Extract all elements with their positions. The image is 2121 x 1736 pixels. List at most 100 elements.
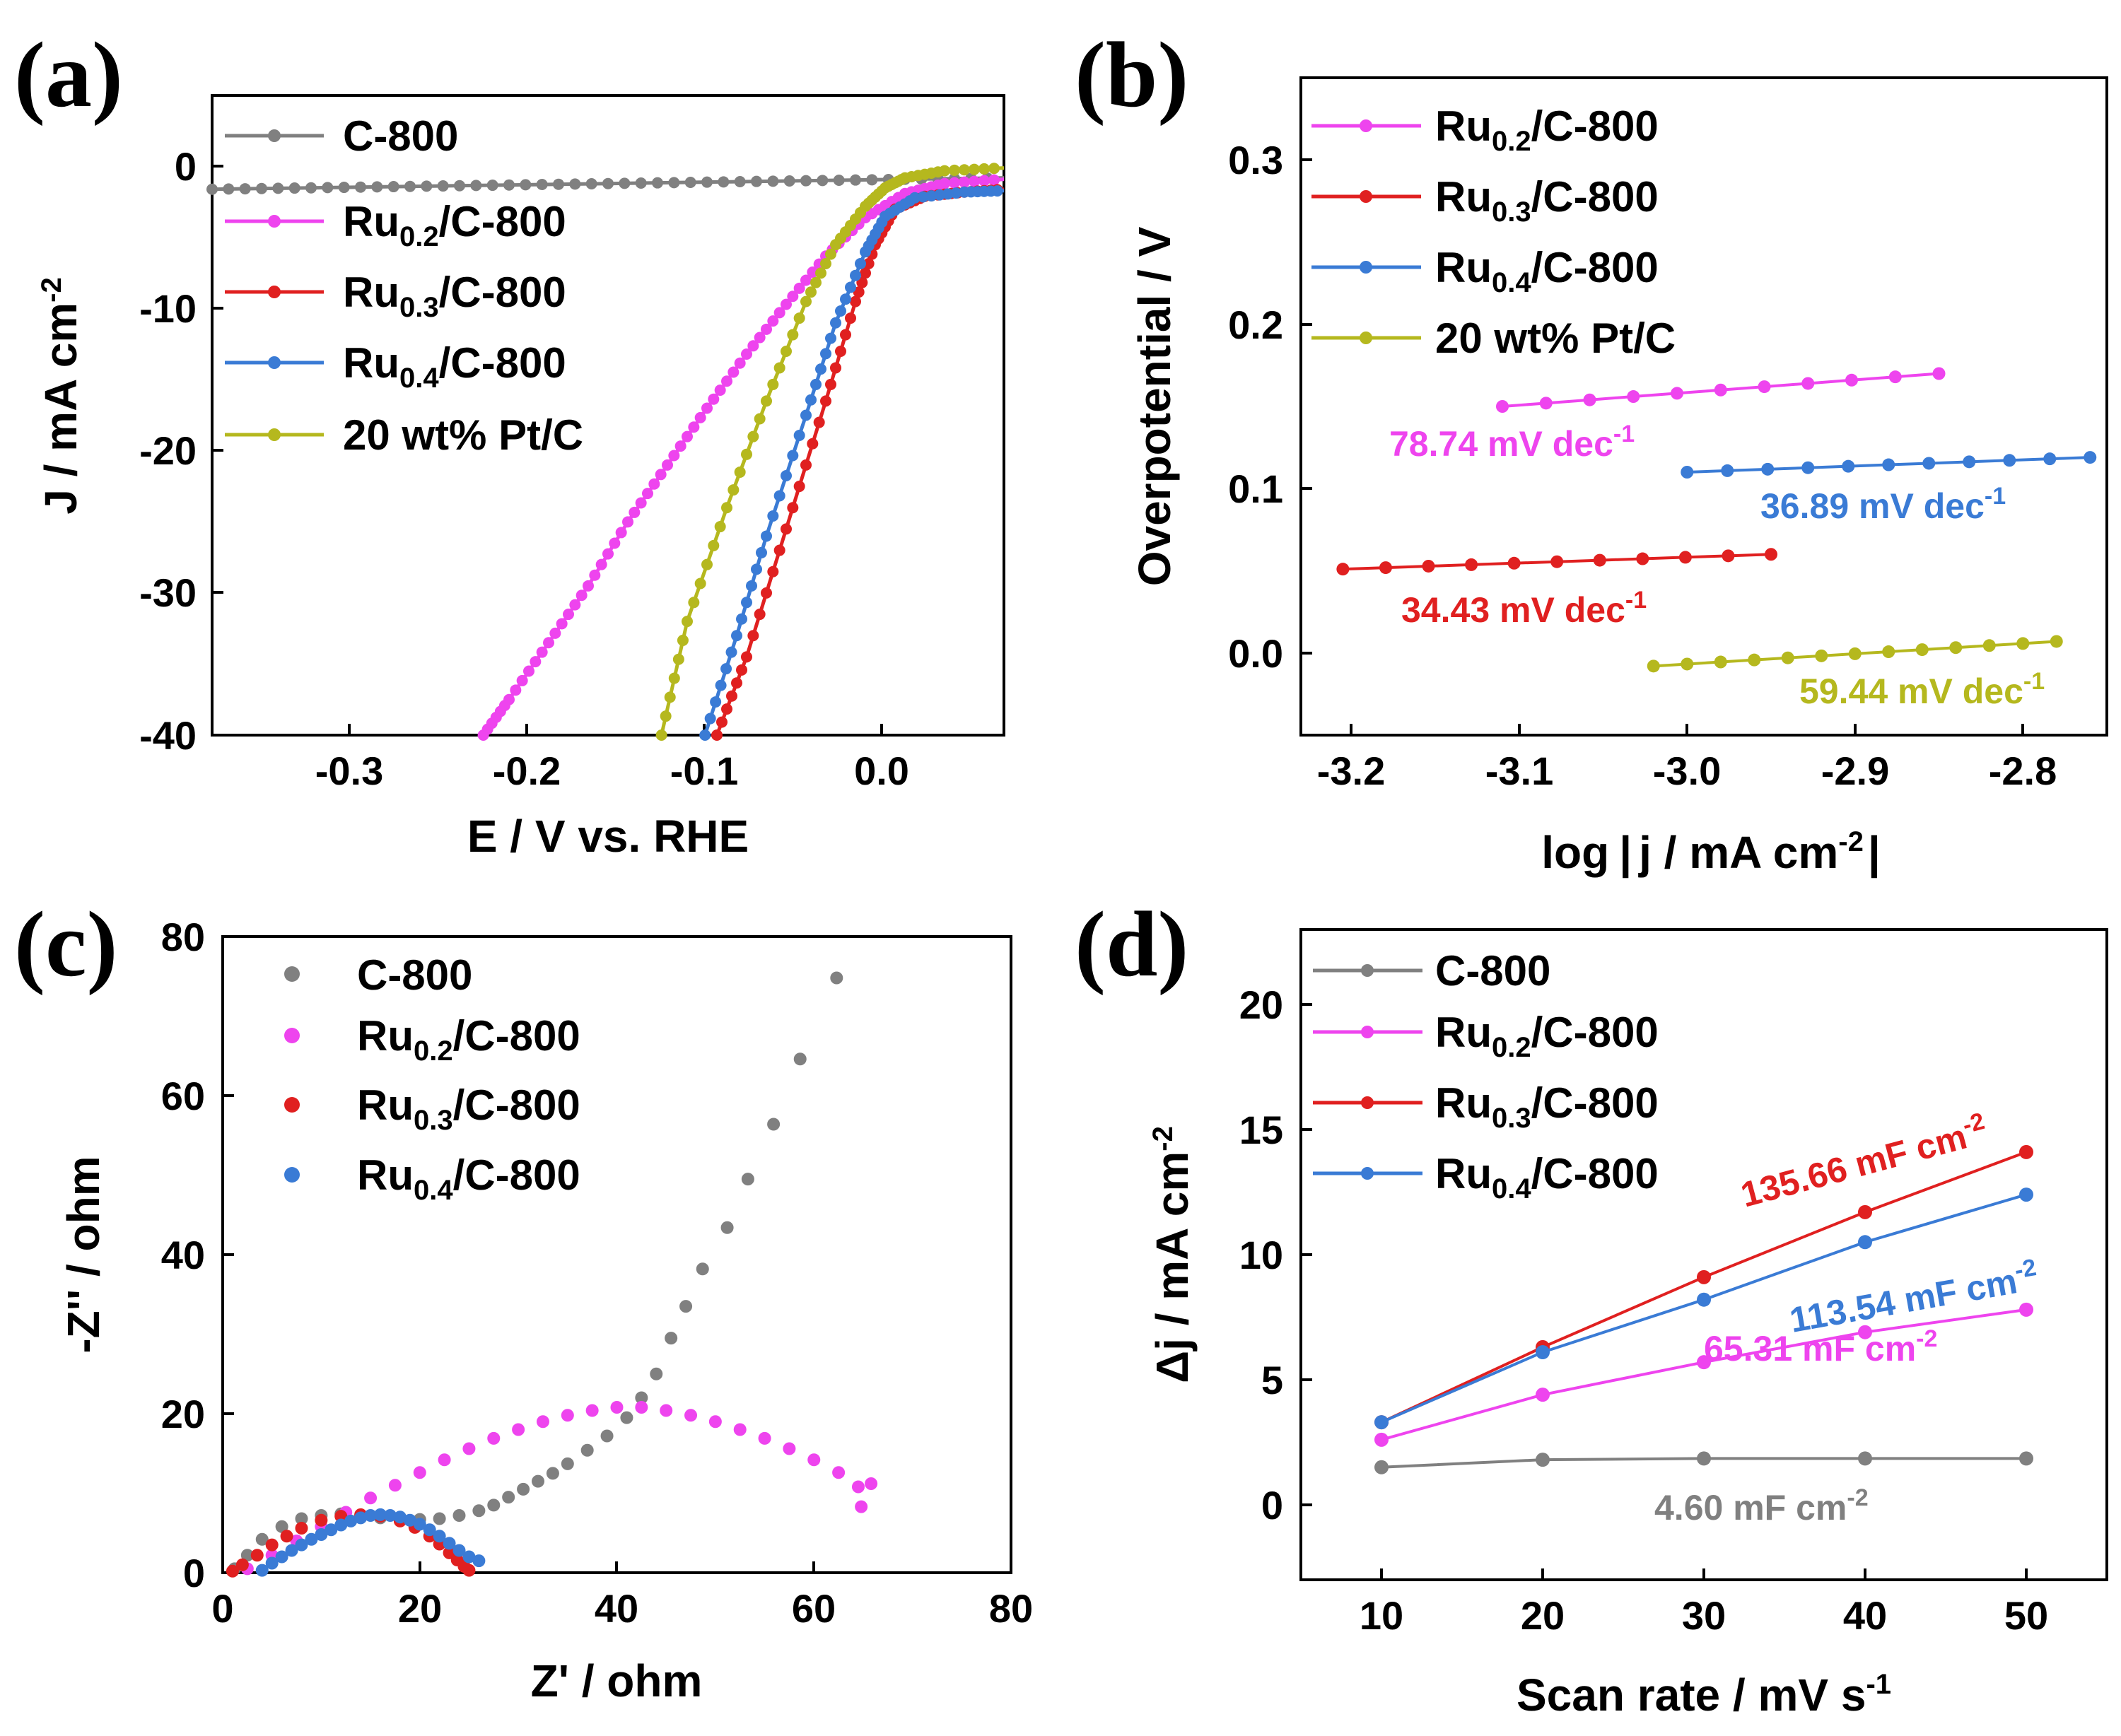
legend-entry-pt-c: 20 wt% Pt/C: [1311, 315, 1676, 362]
panel-a-ytick-label: -20: [139, 428, 197, 473]
data-point: [674, 440, 686, 452]
data-point: [731, 677, 742, 689]
panel-d-legend: C-800 Ru0.2/C-800 Ru0.3/C-800 Ru0.4/C-80…: [1313, 947, 1659, 1204]
data-point: [684, 177, 696, 189]
data-point: [741, 448, 752, 460]
capacitance-label-ru04: 113.54 mF cm-2: [1786, 1254, 2041, 1340]
data-point: [206, 183, 218, 195]
data-point: [305, 182, 317, 194]
data-point: [668, 450, 680, 462]
panel-c-nyquist-plot: (c) 0 20 40 60 80 0 20 40 60 80 Z' / ohm…: [14, 892, 1033, 1706]
data-point: [949, 177, 960, 189]
panel-b-slope-annotations: 78.74 mV dec-1 34.43 mV dec-1 36.89 mV d…: [1389, 421, 2045, 711]
data-point: [820, 395, 831, 407]
data-point: [2019, 1451, 2033, 1466]
panel-c-x-tick-labels: 0 20 40 60 80: [211, 1586, 1033, 1631]
data-point: [845, 281, 856, 293]
data-point: [783, 1442, 796, 1455]
data-point: [285, 1544, 298, 1557]
data-point: [388, 1479, 402, 1492]
data-point: [793, 312, 805, 324]
data-point: [556, 618, 568, 630]
panel-a-plot-frame: [211, 94, 1005, 737]
legend-entry-c-800: C-800: [284, 951, 472, 999]
data-point: [1858, 1235, 1872, 1250]
data-point: [682, 430, 693, 442]
data-point: [569, 178, 581, 190]
data-point: [575, 590, 588, 602]
data-point: [256, 182, 267, 194]
data-point: [1593, 553, 1606, 567]
data-point: [733, 1423, 747, 1436]
data-point: [767, 175, 779, 187]
data-point: [629, 506, 641, 518]
data-point: [1815, 649, 1828, 662]
data-point: [728, 484, 740, 496]
panel-c-ytick-label: 40: [161, 1233, 205, 1277]
data-point: [1714, 383, 1727, 397]
data-point: [503, 179, 515, 191]
data-point: [438, 1453, 451, 1467]
panel-c-y-axis-title: -Z'' / ohm: [58, 1156, 109, 1353]
data-point: [387, 181, 399, 193]
data-point: [708, 539, 720, 551]
panel-d-y-axis-title: Δj / mA cm-2: [1147, 1126, 1198, 1383]
data-point: [622, 516, 633, 528]
data-point: [543, 637, 554, 649]
panel-a-axis-ticks: [212, 165, 883, 737]
data-point: [1932, 367, 1946, 380]
data-point: [437, 180, 449, 192]
data-point: [1681, 466, 1694, 479]
legend-marker: [268, 356, 281, 369]
data-point: [265, 1538, 279, 1552]
data-point: [1721, 464, 1734, 477]
data-point: [1374, 1432, 1389, 1447]
data-point: [652, 177, 663, 189]
data-point: [655, 469, 667, 481]
panel-a-xtick-label: 0.0: [854, 749, 909, 793]
data-point: [699, 729, 711, 741]
panel-b-ytick-label: 0.2: [1228, 303, 1283, 347]
legend-entry-ru02: Ru0.2/C-800: [284, 1012, 580, 1067]
data-point: [694, 577, 706, 590]
panel-a-x-tick-labels: -0.3 -0.2 -0.1 0.0: [315, 749, 909, 793]
legend-label-c-800: C-800: [343, 112, 458, 160]
data-point: [830, 971, 843, 985]
data-point: [295, 1512, 308, 1525]
data-point: [1374, 1415, 1389, 1430]
data-point: [371, 181, 383, 193]
data-point: [741, 651, 752, 663]
legend-label-pt-c: 20 wt% Pt/C: [1435, 315, 1676, 362]
data-point: [815, 363, 826, 375]
data-point: [334, 1518, 348, 1532]
data-point: [1888, 370, 1902, 384]
data-point: [487, 1499, 501, 1512]
data-point: [718, 176, 730, 188]
legend-marker: [284, 1028, 300, 1043]
data-point: [288, 182, 300, 194]
legend-marker: [268, 286, 281, 298]
data-point: [747, 340, 759, 352]
data-point: [832, 1466, 846, 1479]
data-point: [1761, 462, 1775, 476]
data-point: [767, 565, 779, 577]
series-c-800: [228, 971, 843, 1576]
data-point: [863, 257, 875, 269]
data-point: [615, 527, 627, 539]
data-point: [1858, 1325, 1872, 1339]
legend-marker: [1360, 332, 1372, 344]
data-point: [781, 523, 792, 535]
data-point: [2019, 1144, 2033, 1159]
data-point: [767, 315, 779, 327]
data-point: [805, 394, 817, 406]
data-point: [443, 1537, 456, 1550]
panel-a-xtick-label: -0.3: [315, 749, 384, 793]
data-point: [462, 1564, 476, 1577]
data-point: [781, 346, 792, 357]
panel-c-xtick-label: 0: [211, 1586, 233, 1631]
data-point: [2019, 1302, 2033, 1317]
data-point: [517, 1482, 530, 1496]
legend-marker: [1361, 1167, 1374, 1180]
data-point: [1963, 455, 1976, 469]
data-point: [510, 684, 522, 696]
